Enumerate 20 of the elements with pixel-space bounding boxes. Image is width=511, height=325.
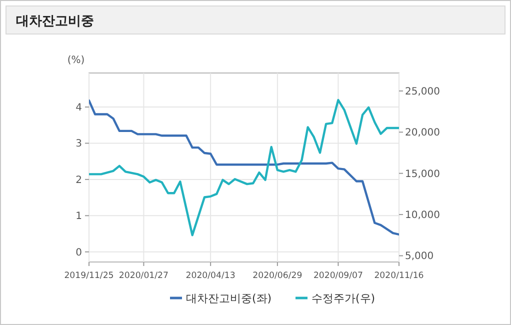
chart-title: 대차잔고비중 (16, 14, 94, 29)
legend-label: 수정주가(우) (312, 292, 376, 305)
y-axis-title: (%) (67, 55, 85, 66)
legend-label: 대차잔고비중(좌) (186, 292, 272, 305)
x-tick-label: 2020/09/07 (313, 271, 363, 281)
y-tick-label: 4 (76, 102, 82, 114)
x-tick-label: 2020/01/27 (118, 271, 168, 281)
y2-tick-label: 25,000 (405, 86, 440, 98)
y2-tick-label: 5,000 (405, 251, 434, 262)
y-tick-label: 1 (76, 211, 82, 222)
x-tick-label: 2020/11/16 (374, 271, 424, 281)
y2-tick-label: 20,000 (405, 128, 440, 139)
x-tick-label: 2020/06/29 (252, 271, 302, 281)
y-tick-label: 3 (76, 138, 82, 150)
y2-tick-label: 15,000 (405, 168, 440, 180)
x-tick-label: 2020/04/13 (186, 271, 236, 281)
y2-tick-label: 10,000 (405, 210, 440, 222)
y-tick-label: 0 (76, 247, 82, 258)
y-tick-label: 2 (76, 174, 82, 186)
x-tick-label: 2019/11/25 (64, 271, 114, 281)
